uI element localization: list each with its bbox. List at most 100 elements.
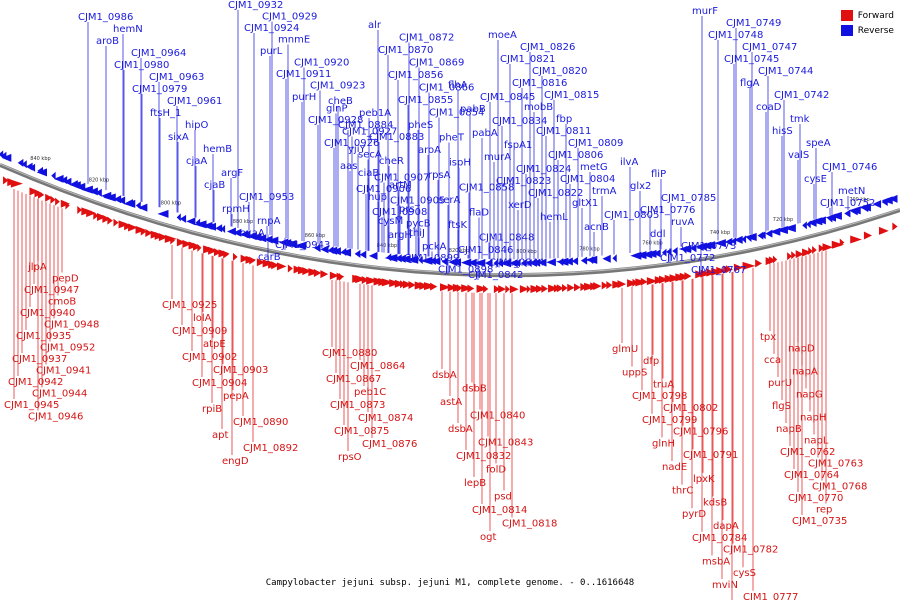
gene-arrow	[571, 257, 579, 266]
gene-label: CJM1_0832	[456, 451, 511, 462]
gene-arrow	[831, 240, 845, 249]
gene-arrow	[659, 275, 669, 284]
gene-label: CJM1_0909	[172, 326, 227, 337]
gene-label: hemL	[540, 212, 568, 223]
gene-label: napD	[788, 344, 815, 355]
gene-arrow	[574, 283, 581, 292]
gene-label: CJM1_0845	[480, 92, 535, 103]
gene-label: nadE	[662, 462, 687, 473]
gene-label: trmA	[592, 186, 617, 197]
gene-label: CJM1_0768	[812, 482, 867, 493]
gene-label: CJM1_0802	[663, 403, 718, 414]
gene-label: hisS	[772, 126, 793, 137]
gene-arrow	[329, 271, 339, 280]
gene-arrow	[399, 255, 411, 264]
gene-arrow	[406, 255, 419, 264]
gene-label: CJM1_0855	[398, 95, 453, 106]
gene-label: carB	[258, 252, 281, 263]
tick-label: 820 kbp	[89, 178, 109, 184]
gene-arrow	[128, 223, 138, 232]
forward-swatch	[840, 10, 853, 21]
legend-reverse-label: Reverse	[857, 25, 894, 36]
gene-arrow	[394, 279, 406, 288]
gene-arrow	[249, 256, 256, 265]
gene-arrow	[220, 224, 226, 233]
gene-label: CJM1_0864	[350, 361, 405, 372]
reverse-leader-lines	[87, 10, 849, 280]
gene-arrow	[1, 153, 12, 162]
gene-label: CJM1_0799	[642, 415, 697, 426]
gene-arrow	[844, 209, 851, 218]
gene-arrow	[584, 255, 598, 264]
gene-label: aas	[340, 161, 357, 172]
genome-backbone-highlight	[0, 163, 900, 275]
gene-label: CJM1_0952	[40, 343, 95, 354]
gene-label: CJM1_0773	[681, 241, 736, 252]
gene-label: CJM1_0746	[822, 162, 877, 173]
gene-label: CJM1_0742	[774, 90, 829, 101]
gene-arrow	[320, 270, 329, 279]
gene-arrow	[493, 259, 498, 268]
gene-arrow	[669, 274, 681, 283]
gene-arrow	[473, 258, 486, 267]
gene-label: yjiY	[348, 144, 366, 155]
gene-label: CJM1_0944	[32, 389, 87, 400]
gene-arrow	[757, 231, 764, 240]
gene-label: pyrD	[682, 509, 706, 520]
gene-arrow	[339, 248, 352, 257]
gene-label: CJM1_0928	[308, 115, 363, 126]
gene-arrow	[240, 254, 249, 263]
gene-label: acnB	[584, 222, 609, 233]
gene-label: tmk	[790, 114, 810, 125]
tick-label: 780 kbp	[579, 246, 599, 252]
gene-arrow	[460, 258, 472, 267]
gene-arrow	[137, 203, 148, 212]
gene-label: glnP	[326, 104, 348, 115]
gene-arrow	[107, 216, 113, 225]
gene-label: lepB	[464, 478, 486, 489]
gene-label: CJM1_0809	[568, 138, 623, 149]
gene-arrow	[77, 205, 82, 214]
gene-label: CJM1_0953	[239, 192, 294, 203]
gene-arrow	[892, 222, 898, 231]
gene-arrow	[878, 226, 889, 235]
gene-label: CJM1_0874	[358, 413, 413, 424]
tick-label: 880 kbp	[233, 219, 253, 225]
gene-label: dsbA	[432, 370, 457, 381]
gene-label: speA	[806, 138, 831, 149]
gene-arrow	[783, 224, 796, 233]
gene-arrow	[617, 280, 627, 289]
forward-genes	[3, 176, 898, 294]
gene-label: CJM1_0866	[419, 83, 474, 94]
gene-label: CJM1_0763	[808, 459, 863, 470]
gene-label: cheB	[328, 96, 353, 107]
gene-label: CJM1_0846	[458, 245, 513, 256]
gene-label: cysS	[733, 568, 756, 579]
gene-arrow	[408, 280, 416, 289]
gene-arrow	[313, 269, 322, 278]
gene-arrow	[802, 248, 812, 257]
gene-label: CJM1_0816	[512, 78, 567, 89]
gene-label: hipO	[185, 120, 208, 131]
gene-label: glx2	[630, 181, 651, 192]
gene-arrow	[520, 259, 527, 268]
gene-label: CJM1_0899	[404, 253, 459, 264]
gene-label: CJM1_0776	[640, 205, 695, 216]
gene-arrow	[430, 282, 438, 291]
tick-label: 860 kbp	[305, 233, 325, 239]
gene-label: argF	[221, 168, 243, 179]
gene-label: flgS	[772, 401, 791, 412]
gene-arrow	[232, 228, 242, 237]
gene-arrow	[193, 220, 207, 229]
gene-label: aroB	[96, 36, 119, 47]
gene-label: flaD	[469, 208, 489, 219]
gene-label: CJM1_0935	[16, 331, 71, 342]
gene-arrow	[476, 284, 489, 293]
gene-arrow	[498, 259, 512, 268]
gene-label: CJM1_0869	[409, 58, 464, 69]
tick-label: 740 kbp	[710, 230, 730, 236]
gene-arrow	[509, 285, 519, 294]
gene-label: CJM1_0937	[12, 354, 67, 365]
gene-arrow	[368, 251, 378, 260]
